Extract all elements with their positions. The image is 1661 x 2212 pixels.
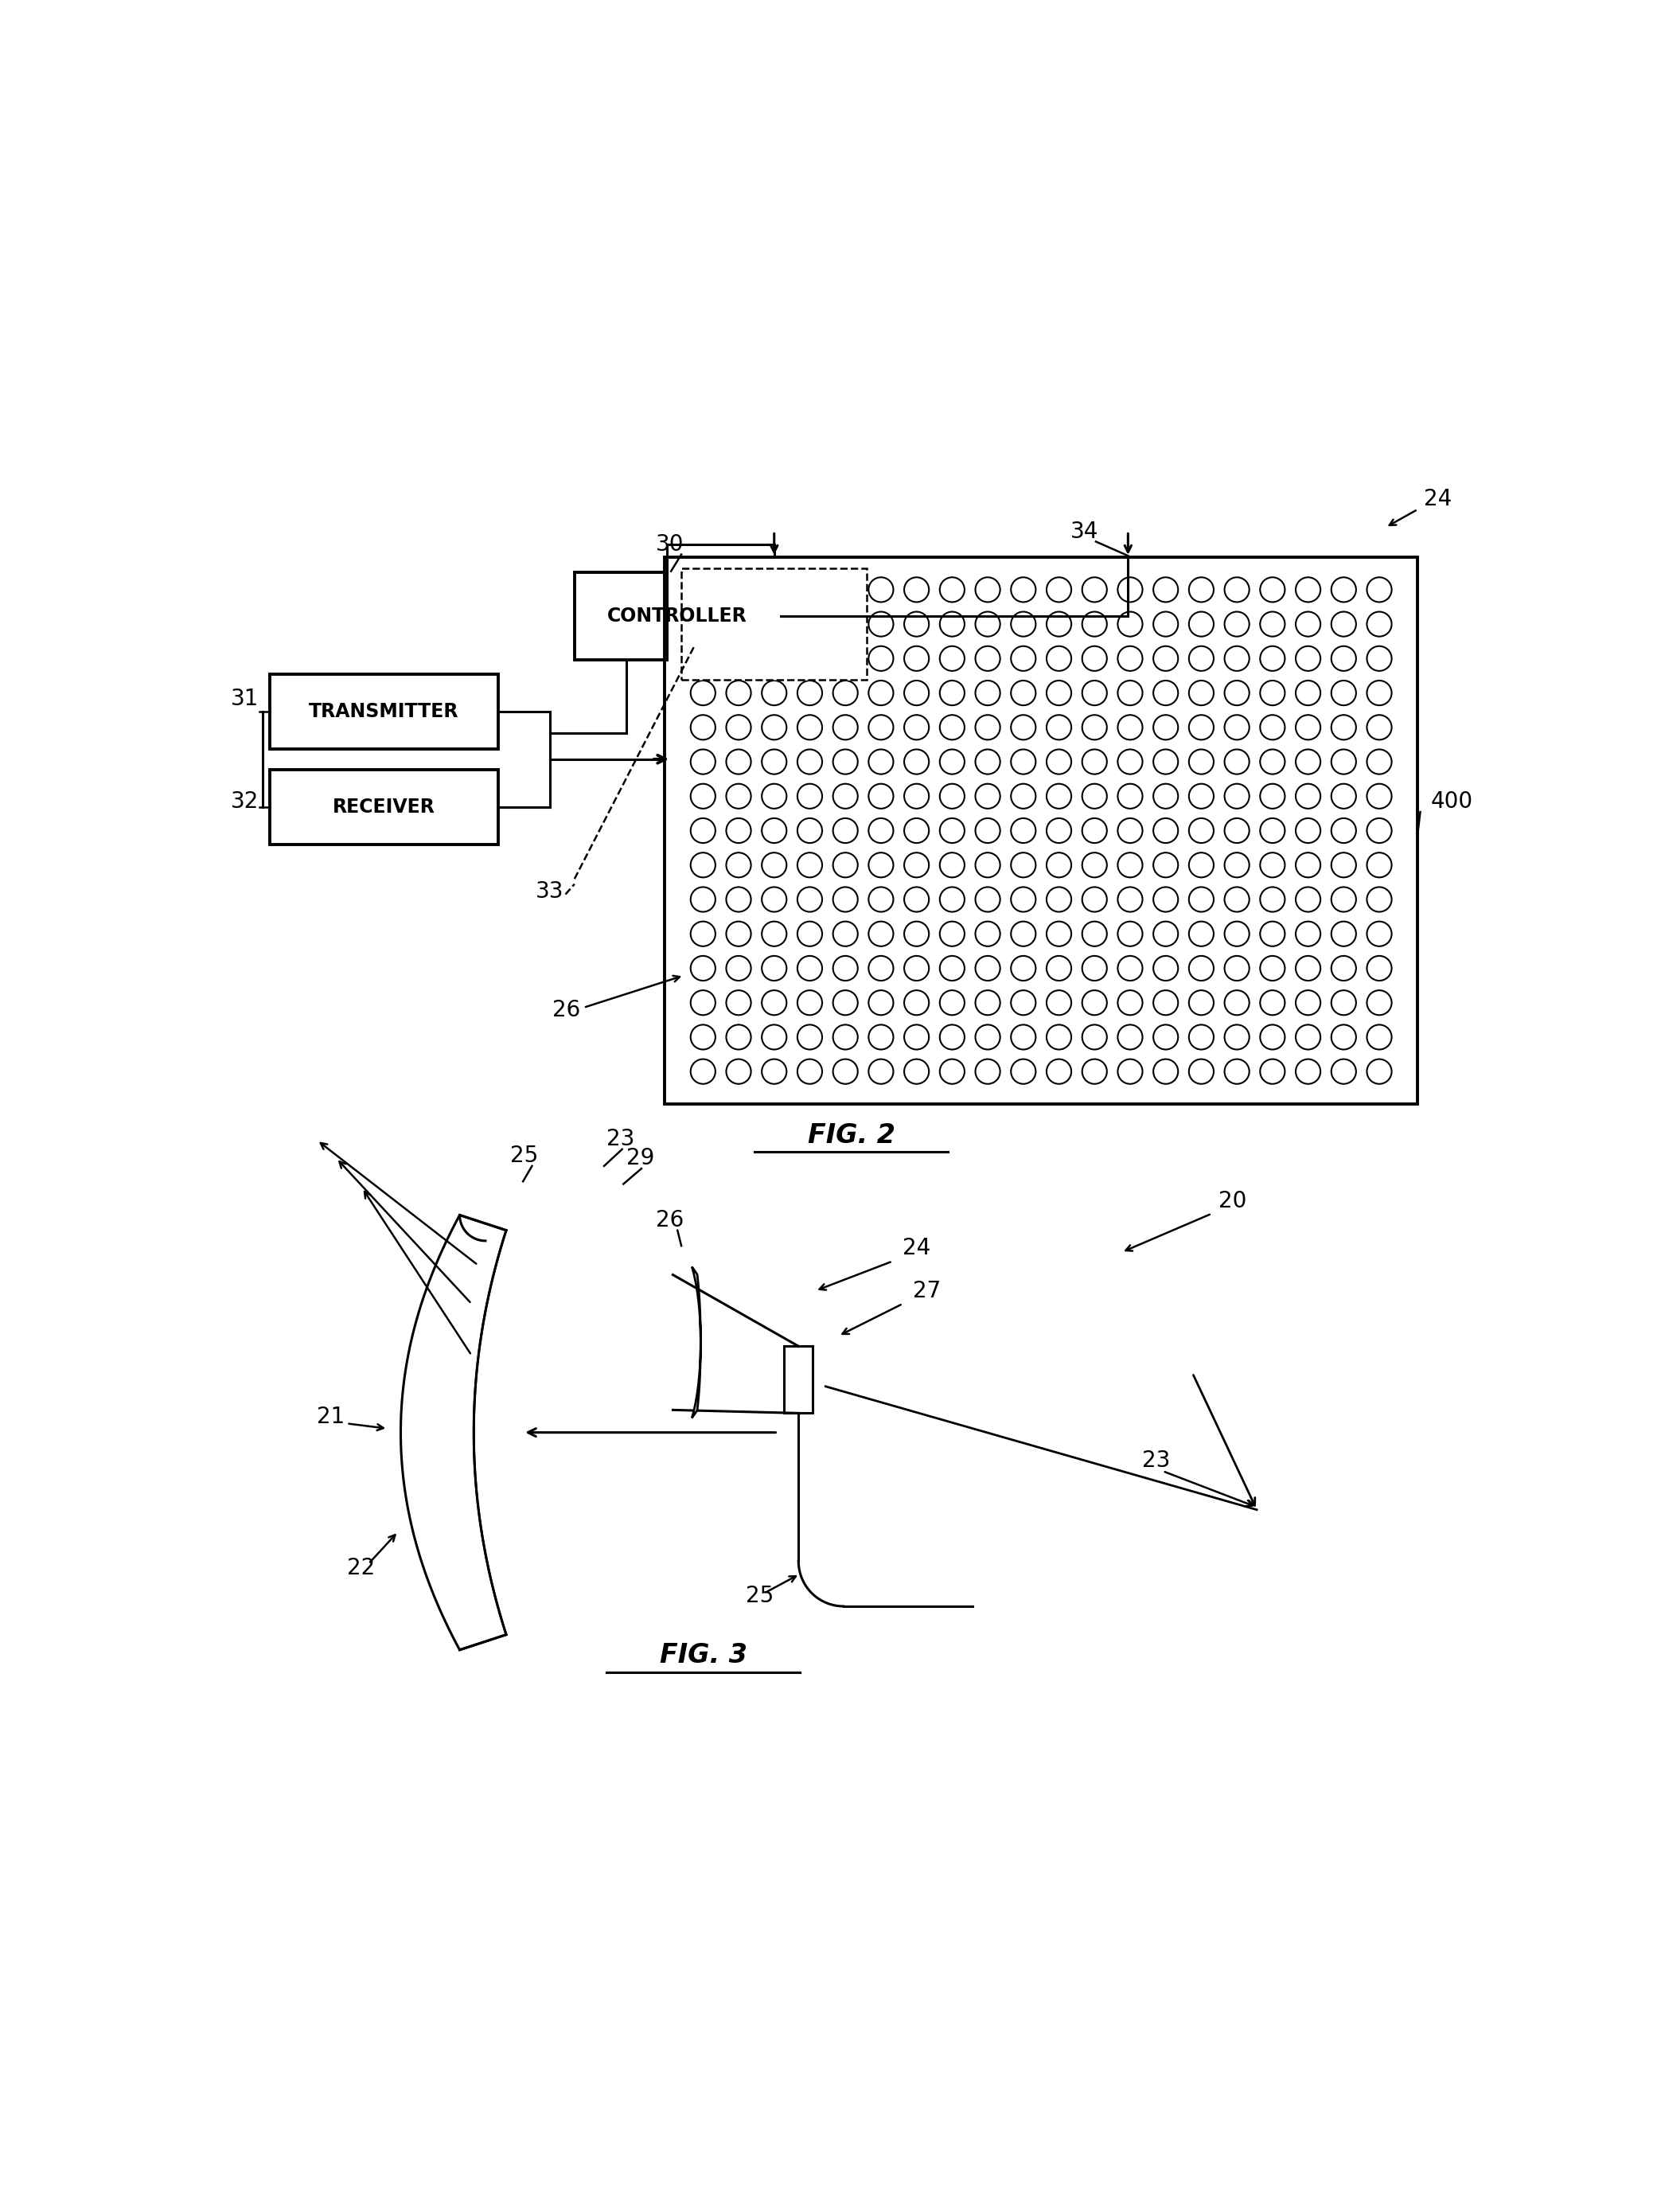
Text: CONTROLLER: CONTROLLER [608, 606, 747, 626]
Text: 27: 27 [914, 1281, 942, 1303]
Text: 26: 26 [553, 1000, 581, 1022]
Polygon shape [400, 1214, 507, 1650]
Text: FIG. 2: FIG. 2 [807, 1121, 895, 1148]
Text: 25: 25 [510, 1144, 538, 1168]
Text: TRANSMITTER: TRANSMITTER [309, 701, 458, 721]
Bar [664, 557, 1418, 1104]
Text: 22: 22 [347, 1557, 375, 1579]
Text: 23: 23 [1143, 1449, 1171, 1471]
Text: FIG. 3: FIG. 3 [659, 1641, 747, 1668]
Bar [575, 573, 781, 659]
Polygon shape [693, 1267, 701, 1418]
Text: 34: 34 [1070, 520, 1098, 542]
Text: 29: 29 [626, 1148, 654, 1170]
Bar [269, 770, 498, 845]
Text: 31: 31 [231, 688, 259, 710]
Text: RECEIVER: RECEIVER [332, 796, 435, 816]
Text: 32: 32 [231, 790, 259, 812]
Text: 24: 24 [904, 1237, 930, 1259]
Text: 400: 400 [1430, 790, 1473, 812]
Bar [681, 568, 867, 679]
Text: 21: 21 [317, 1407, 345, 1429]
Text: 24: 24 [1423, 489, 1452, 511]
Text: 30: 30 [656, 533, 684, 555]
Text: 23: 23 [606, 1128, 635, 1150]
Text: 26: 26 [656, 1210, 684, 1232]
Text: 25: 25 [746, 1586, 774, 1608]
Bar [784, 1347, 812, 1413]
Text: 33: 33 [537, 880, 565, 902]
Bar [269, 675, 498, 750]
Text: 20: 20 [1218, 1190, 1246, 1212]
